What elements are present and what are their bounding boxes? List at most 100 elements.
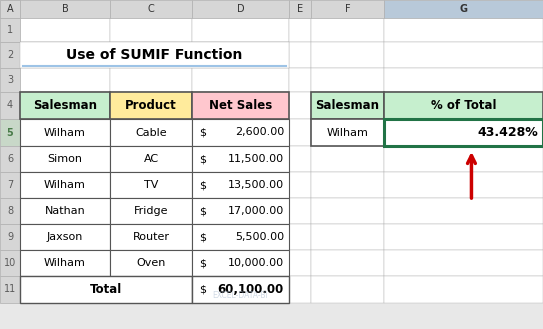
Bar: [192, 224, 289, 250]
Bar: [0, 224, 20, 250]
Text: Salesman: Salesman: [33, 99, 97, 112]
Text: Wilham: Wilham: [44, 180, 86, 190]
Bar: [110, 68, 192, 92]
Text: 3: 3: [7, 75, 13, 85]
Text: C: C: [148, 4, 154, 14]
Bar: [192, 224, 289, 250]
Bar: [289, 172, 311, 198]
Bar: [20, 18, 110, 42]
Text: 4: 4: [7, 100, 13, 111]
Bar: [311, 224, 384, 250]
Bar: [192, 68, 289, 92]
Bar: [0, 276, 20, 303]
Bar: [110, 224, 192, 250]
Text: 1: 1: [7, 25, 13, 35]
Text: 17,000.00: 17,000.00: [228, 206, 284, 216]
Text: 43.428%: 43.428%: [477, 126, 538, 139]
Bar: [192, 146, 289, 172]
Bar: [311, 68, 384, 92]
Bar: [289, 68, 311, 92]
Bar: [110, 146, 192, 172]
Bar: [20, 172, 110, 198]
Bar: [0, 92, 20, 119]
Bar: [110, 198, 192, 224]
Bar: [110, 92, 192, 119]
Bar: [289, 146, 311, 172]
Text: 7: 7: [7, 180, 13, 190]
Bar: [192, 92, 289, 119]
Text: Product: Product: [125, 99, 177, 112]
Bar: [311, 250, 384, 276]
Bar: [384, 119, 543, 146]
Bar: [192, 119, 289, 146]
Text: TV: TV: [144, 180, 158, 190]
Text: G: G: [459, 4, 468, 14]
Bar: [20, 198, 110, 224]
Text: Jaxson: Jaxson: [47, 232, 83, 242]
Bar: [110, 250, 192, 276]
Bar: [311, 198, 384, 224]
Text: E: E: [297, 4, 303, 14]
Text: 13,500.00: 13,500.00: [228, 180, 284, 190]
Bar: [311, 276, 384, 303]
Text: 9: 9: [7, 232, 13, 242]
Bar: [192, 198, 289, 224]
Bar: [110, 172, 192, 198]
Text: $: $: [199, 232, 206, 242]
Bar: [0, 0, 20, 18]
Bar: [289, 92, 311, 119]
Bar: [384, 0, 543, 18]
Text: $: $: [199, 154, 206, 164]
Text: 2,600.00: 2,600.00: [235, 128, 284, 138]
Bar: [110, 250, 192, 276]
Bar: [192, 198, 289, 224]
Bar: [110, 224, 192, 250]
Text: 11,500.00: 11,500.00: [228, 154, 284, 164]
Bar: [20, 250, 110, 276]
Bar: [20, 224, 110, 250]
Bar: [20, 146, 110, 172]
Text: A: A: [7, 4, 14, 14]
Text: AC: AC: [143, 154, 159, 164]
Bar: [289, 224, 311, 250]
Text: $: $: [199, 206, 206, 216]
Bar: [289, 198, 311, 224]
Bar: [0, 198, 20, 224]
Bar: [311, 92, 384, 119]
Text: Router: Router: [132, 232, 169, 242]
Bar: [20, 42, 110, 68]
Bar: [289, 276, 311, 303]
Bar: [311, 119, 384, 146]
Bar: [192, 172, 289, 198]
Bar: [192, 18, 289, 42]
Bar: [384, 92, 543, 119]
Text: 60,100.00: 60,100.00: [218, 283, 284, 296]
Bar: [192, 250, 289, 276]
Bar: [0, 0, 20, 18]
Text: F: F: [345, 4, 350, 14]
Bar: [192, 172, 289, 198]
Bar: [311, 172, 384, 198]
Text: 2: 2: [7, 50, 13, 60]
Bar: [110, 119, 192, 146]
Text: Wilham: Wilham: [326, 128, 369, 138]
Bar: [20, 0, 110, 18]
Bar: [311, 146, 384, 172]
Bar: [384, 172, 543, 198]
Bar: [311, 92, 384, 119]
Text: 6: 6: [7, 154, 13, 164]
Bar: [192, 42, 289, 68]
Bar: [110, 42, 192, 68]
Bar: [384, 146, 543, 172]
Text: D: D: [237, 4, 244, 14]
Bar: [289, 42, 311, 68]
Bar: [20, 92, 110, 119]
Text: 5,500.00: 5,500.00: [235, 232, 284, 242]
Bar: [289, 119, 311, 146]
Bar: [384, 198, 543, 224]
Bar: [384, 250, 543, 276]
Text: Net Sales: Net Sales: [209, 99, 272, 112]
Bar: [0, 42, 20, 68]
Bar: [20, 119, 110, 146]
Bar: [192, 276, 289, 303]
